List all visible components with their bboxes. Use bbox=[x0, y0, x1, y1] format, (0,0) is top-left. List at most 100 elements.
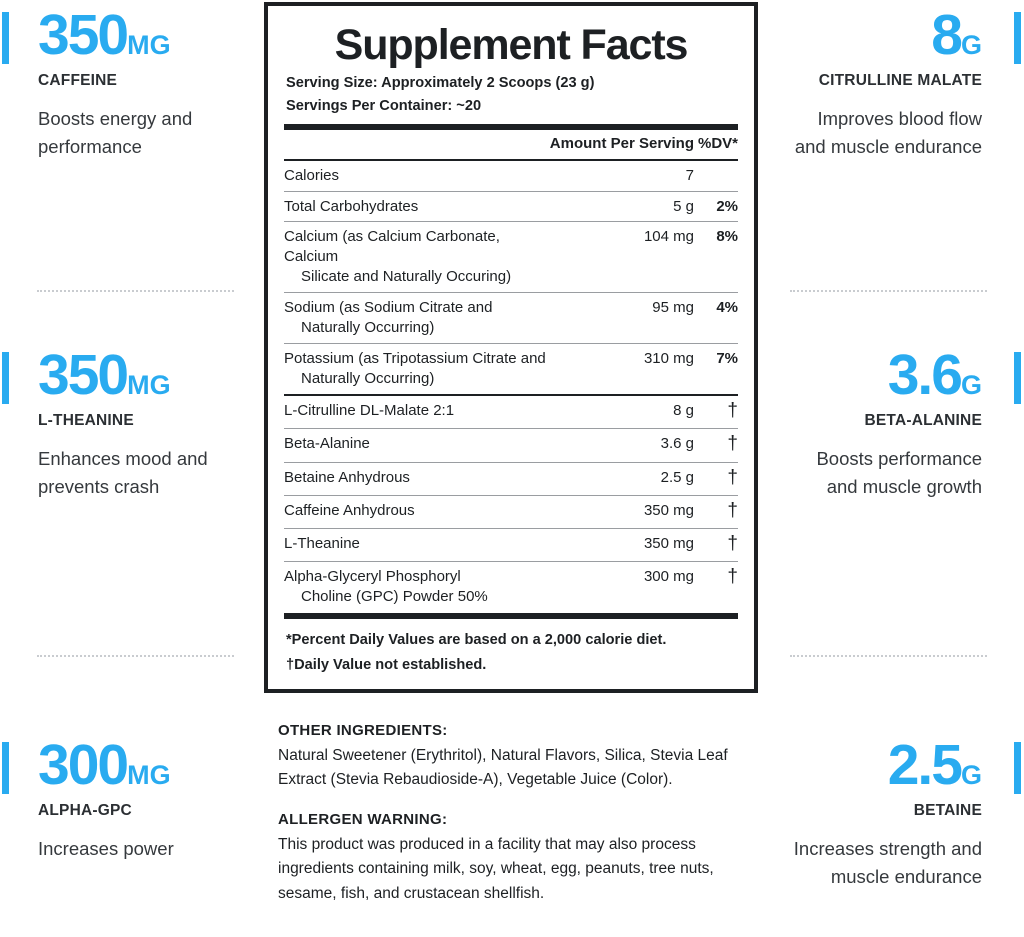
other-ingredients-heading: OTHER INGREDIENTS: bbox=[278, 722, 448, 739]
row-dv: † bbox=[694, 528, 738, 562]
row-name-line1: Calcium (as Calcium Carbonate, Calcium bbox=[284, 228, 500, 266]
rule-above-header bbox=[284, 123, 738, 130]
table-row: Alpha-Glyceryl Phosphoryl Choline (GPC) … bbox=[284, 561, 738, 613]
serving-size-line: Serving Size: Approximately 2 Scoops (23… bbox=[286, 75, 595, 92]
callout-ingredient-name: BETA-ALANINE bbox=[864, 411, 982, 429]
callout-ingredient-name: BETAINE bbox=[913, 801, 982, 819]
accent-bar-icon bbox=[1014, 352, 1021, 404]
row-name-line2: Silicate and Naturally Occuring) bbox=[301, 268, 512, 286]
rule-below-table bbox=[284, 613, 738, 620]
table-row: Calcium (as Calcium Carbonate, Calcium S… bbox=[284, 221, 738, 293]
callout-divider-dots bbox=[790, 290, 987, 292]
row-name: Caffeine Anhydrous bbox=[284, 494, 550, 529]
row-name: Potassium (as Tripotassium Citrate and N… bbox=[284, 343, 550, 396]
callout-ingredient-name: CAFFEINE bbox=[38, 71, 118, 89]
row-name: L-Citrulline DL-Malate 2:1 bbox=[284, 394, 550, 429]
table-header-row: Amount Per Serving %DV* bbox=[284, 130, 738, 160]
callout-unit: G bbox=[960, 760, 982, 790]
row-name: Calories bbox=[284, 158, 550, 192]
callout-unit: MG bbox=[127, 370, 171, 400]
row-name-line1: Sodium (as Sodium Citrate and bbox=[284, 299, 493, 317]
row-name-line1: Alpha-Glyceryl Phosphoryl bbox=[284, 568, 461, 586]
other-ingredients-body: Natural Sweetener (Erythritol), Natural … bbox=[278, 747, 728, 789]
table-row: Caffeine Anhydrous 350 mg † bbox=[284, 494, 738, 529]
row-dv: 4% bbox=[694, 292, 738, 344]
row-amount: 7 bbox=[549, 158, 694, 192]
row-dv: 8% bbox=[694, 221, 738, 293]
supplement-facts-panel: Supplement Facts Serving Size: Approxima… bbox=[264, 2, 758, 693]
row-amount: 350 mg bbox=[549, 494, 694, 529]
section-gap bbox=[278, 793, 754, 811]
callout-citrulline-malate: 8G CITRULLINE MALATE Improves blood flow… bbox=[760, 3, 1024, 161]
row-amount: 310 mg bbox=[549, 343, 694, 396]
callout-caffeine: 350MG CAFFEINE Boosts energy and perform… bbox=[0, 7, 264, 161]
row-name-line2: Naturally Occurring) bbox=[301, 319, 435, 337]
header-cell-dv: %DV* bbox=[697, 134, 738, 152]
row-name-line2: Naturally Occurring) bbox=[301, 370, 435, 388]
row-dv: † bbox=[694, 394, 738, 429]
table-row: L-Theanine 350 mg † bbox=[284, 528, 738, 562]
callout-divider-dots bbox=[37, 655, 234, 657]
callout-ingredient-name: ALPHA-GPC bbox=[38, 801, 132, 819]
row-dv: 2% bbox=[694, 190, 738, 222]
accent-bar-icon bbox=[1014, 742, 1021, 794]
callout-beta-alanine: 3.6G BETA-ALANINE Boosts performance and… bbox=[760, 347, 1024, 501]
nutrition-table: Amount Per Serving %DV* Calories 7 Total… bbox=[284, 130, 738, 613]
callout-amount: 350MG bbox=[38, 343, 171, 407]
row-name-line2: Choline (GPC) Powder 50% bbox=[301, 588, 488, 606]
row-name: L-Theanine bbox=[284, 528, 550, 562]
callout-ingredient-desc: Enhances mood and prevents crash bbox=[38, 447, 208, 497]
row-amount: 350 mg bbox=[549, 528, 694, 562]
header-cell-name bbox=[284, 130, 550, 160]
row-amount: 8 g bbox=[549, 394, 694, 429]
row-name: Betaine Anhydrous bbox=[284, 461, 550, 496]
table-row: Calories 7 bbox=[284, 158, 738, 192]
callout-ingredient-name: CITRULLINE MALATE bbox=[818, 71, 982, 89]
table-row: Total Carbohydrates 5 g 2% bbox=[284, 190, 738, 222]
callout-amount: 300MG bbox=[38, 733, 171, 797]
row-amount: 3.6 g bbox=[549, 428, 694, 463]
callout-unit: MG bbox=[127, 760, 171, 790]
row-name: Sodium (as Sodium Citrate and Naturally … bbox=[284, 292, 550, 344]
row-dv: † bbox=[694, 428, 738, 463]
row-name-line1: Potassium (as Tripotassium Citrate and bbox=[284, 350, 546, 368]
callout-ingredient-desc: Boosts energy and performance bbox=[38, 107, 193, 157]
bottom-text-block: OTHER INGREDIENTS: Natural Sweetener (Er… bbox=[278, 722, 754, 906]
row-dv bbox=[694, 158, 738, 192]
callout-ingredient-desc: Boosts performance and muscle growth bbox=[816, 447, 982, 497]
row-dv: † bbox=[694, 461, 738, 496]
row-amount: 300 mg bbox=[549, 561, 694, 613]
callout-betaine: 2.5G BETAINE Increases strength and musc… bbox=[760, 733, 1024, 891]
row-name: Total Carbohydrates bbox=[284, 190, 550, 222]
callout-l-theanine: 350MG L-THEANINE Enhances mood and preve… bbox=[0, 343, 264, 501]
accent-bar-icon bbox=[2, 742, 9, 794]
callout-amount: 8G bbox=[931, 3, 982, 67]
table-row: Potassium (as Tripotassium Citrate and N… bbox=[284, 343, 738, 396]
callout-unit: G bbox=[960, 370, 982, 400]
callout-ingredient-desc: Improves blood flow and muscle endurance bbox=[794, 107, 982, 157]
callout-amount: 2.5G bbox=[887, 733, 982, 797]
callout-ingredient-desc: Increases strength and muscle endurance bbox=[793, 837, 982, 887]
callout-divider-dots bbox=[37, 290, 234, 292]
row-dv: † bbox=[694, 494, 738, 529]
right-callout-column: 8G CITRULLINE MALATE Improves blood flow… bbox=[760, 0, 1024, 937]
servings-per-container-line: Servings Per Container: ~20 bbox=[286, 98, 482, 115]
header-cell-amount: Amount Per Serving bbox=[549, 134, 694, 152]
supplement-facts-title: Supplement Facts bbox=[334, 21, 689, 69]
table-row: Beta-Alanine 3.6 g † bbox=[284, 428, 738, 463]
callout-alpha-gpc: 300MG ALPHA-GPC Increases power bbox=[0, 733, 264, 863]
row-amount: 2.5 g bbox=[549, 461, 694, 496]
callout-unit: MG bbox=[127, 30, 171, 60]
accent-bar-icon bbox=[2, 352, 9, 404]
allergen-warning-heading: ALLERGEN WARNING: bbox=[278, 810, 448, 828]
callout-unit: G bbox=[960, 30, 982, 60]
table-row: L-Citrulline DL-Malate 2:1 8 g † bbox=[284, 394, 738, 429]
footnote-daily-values: *Percent Daily Values are based on a 2,0… bbox=[286, 632, 667, 649]
row-name: Calcium (as Calcium Carbonate, Calcium S… bbox=[284, 221, 550, 293]
row-dv: † bbox=[694, 561, 738, 613]
footnotes-block: *Percent Daily Values are based on a 2,0… bbox=[284, 619, 738, 678]
left-callout-column: 350MG CAFFEINE Boosts energy and perform… bbox=[0, 0, 264, 937]
callout-ingredient-desc: Increases power bbox=[38, 837, 174, 859]
callout-ingredient-name: L-THEANINE bbox=[38, 411, 134, 429]
